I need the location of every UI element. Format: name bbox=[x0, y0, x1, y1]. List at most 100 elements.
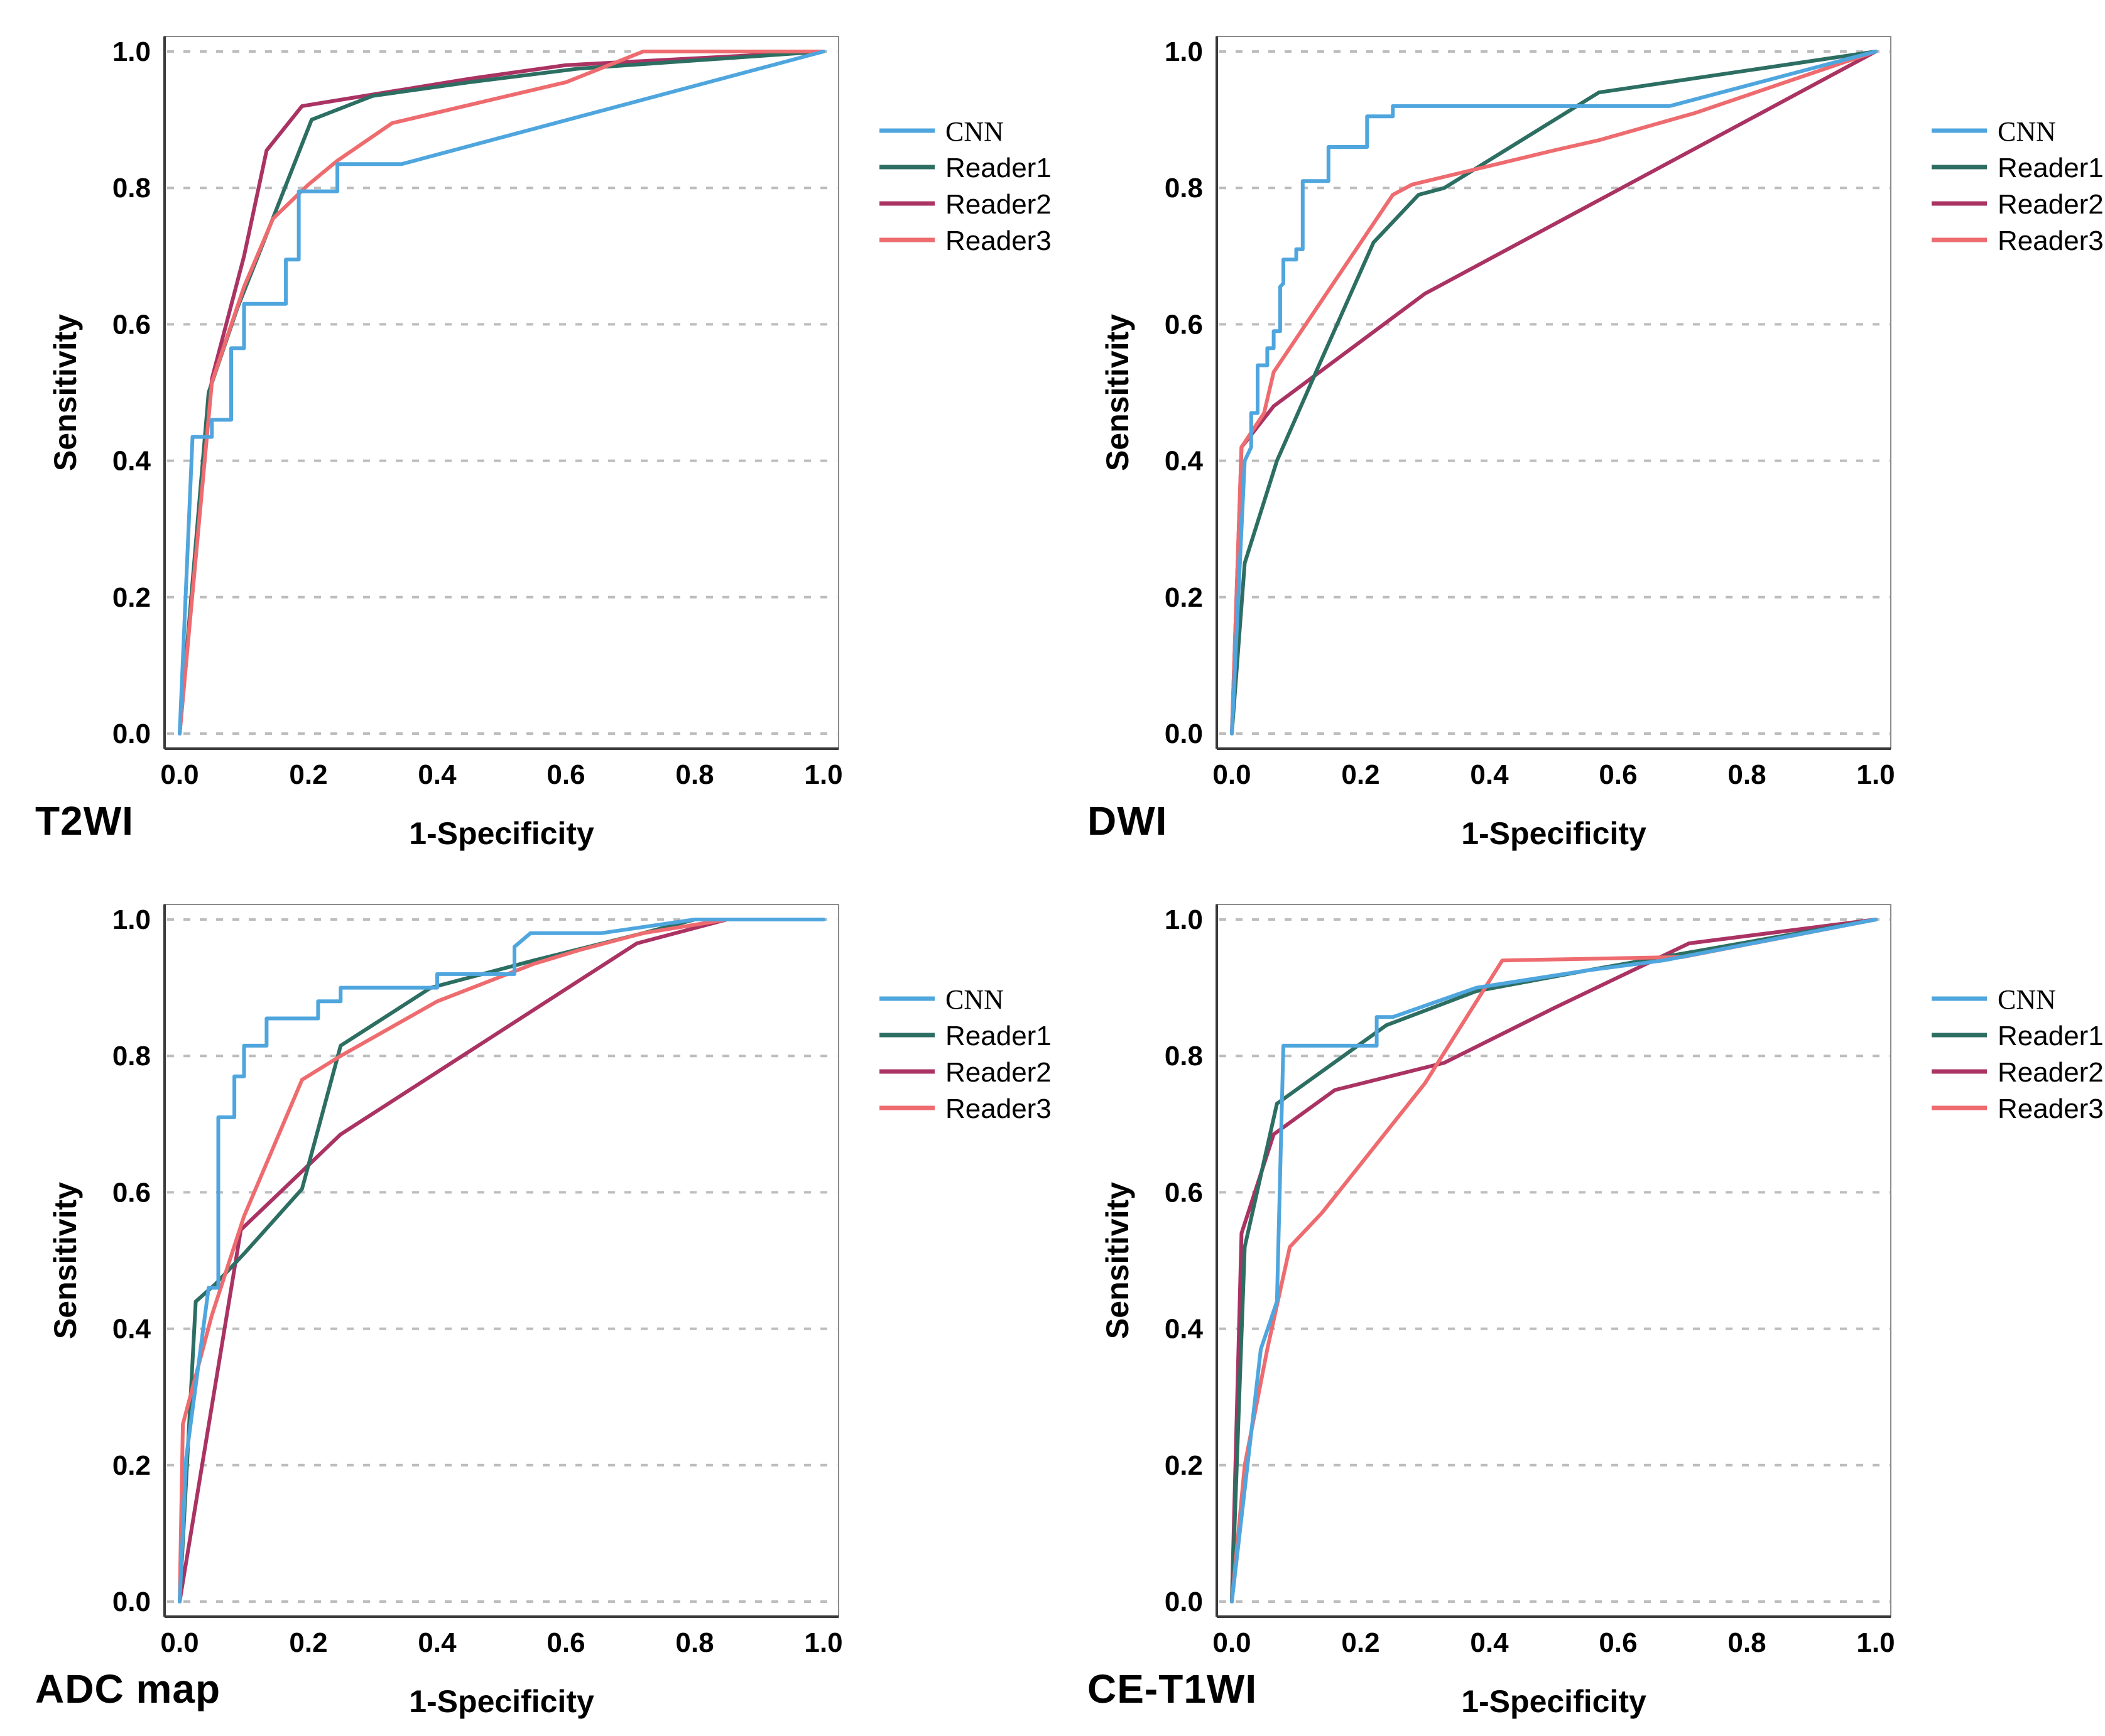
y-tick-label: 0.4 bbox=[112, 446, 151, 477]
panel-label-dwi: DWI bbox=[1087, 798, 1168, 844]
roc-curve-reader3 bbox=[178, 918, 825, 1603]
y-tick-label: 0.4 bbox=[1165, 446, 1204, 477]
y-tick-label: 0.0 bbox=[112, 1587, 151, 1617]
x-axis-title: 1-Specificity bbox=[409, 816, 594, 851]
legend-label-reader1: Reader1 bbox=[945, 153, 1052, 183]
y-axis-title: Sensitivity bbox=[1100, 1181, 1135, 1340]
y-tick-label: 0.6 bbox=[1165, 1177, 1203, 1208]
y-tick-label: 1.0 bbox=[1165, 36, 1203, 67]
roc-chart-ce-t1wi: 0.0 0.0 0.2 0.2 0.4 0.4 0.6 0.6 0.8 0.8 1.0 1.0 CNN R… bbox=[1165, 904, 2104, 1658]
roc-curve-reader3 bbox=[1230, 918, 1878, 1603]
roc-curve-reader1 bbox=[1230, 918, 1878, 1603]
y-tick-label: 0.0 bbox=[1165, 1587, 1203, 1617]
x-tick-label: 1.0 bbox=[1856, 759, 1895, 790]
x-tick-label: 0.2 bbox=[1341, 1627, 1379, 1658]
y-tick-label: 0.2 bbox=[1165, 582, 1203, 613]
legend-label-cnn: CNN bbox=[945, 116, 1004, 147]
x-tick-label: 0.2 bbox=[1341, 759, 1379, 790]
plot-frame bbox=[1216, 36, 1891, 749]
plot-frame bbox=[164, 36, 839, 749]
y-tick-label: 0.2 bbox=[1165, 1450, 1203, 1481]
roc-curve-cnn bbox=[178, 918, 825, 1603]
x-tick-label: 0.2 bbox=[289, 759, 327, 790]
x-tick-label: 0.0 bbox=[1212, 1627, 1251, 1658]
legend-label-reader1: Reader1 bbox=[1998, 1021, 2104, 1051]
legend-label-reader2: Reader2 bbox=[1998, 1057, 2104, 1088]
roc-curve-reader3 bbox=[178, 50, 825, 735]
y-tick-label: 0.0 bbox=[1165, 719, 1203, 749]
panel-ce-t1wi: 0.0 0.0 0.2 0.2 0.4 0.4 0.6 0.6 0.8 0.8 1.0 1.0 CNN R… bbox=[1052, 868, 2104, 1736]
x-tick-label: 0.8 bbox=[675, 759, 714, 790]
roc-chart-dwi: 0.0 0.0 0.2 0.2 0.4 0.4 0.6 0.6 0.8 0.8 1.0 1.0 CNN R… bbox=[1165, 36, 2104, 790]
x-axis-title: 1-Specificity bbox=[1461, 1684, 1646, 1719]
plot-frame bbox=[1216, 904, 1891, 1617]
legend-label-reader3: Reader3 bbox=[945, 1093, 1052, 1124]
y-axis-title: Sensitivity bbox=[48, 1181, 83, 1340]
roc-curve-reader1 bbox=[178, 50, 825, 735]
roc-curve-reader1 bbox=[1230, 50, 1878, 735]
plot-frame bbox=[164, 904, 839, 1617]
roc-chart-t2wi: 0.0 0.0 0.2 0.2 0.4 0.4 0.6 0.6 0.8 0.8 1.0 1.0 CNN R… bbox=[112, 36, 1052, 790]
panel-adc-map: 0.0 0.0 0.2 0.2 0.4 0.4 0.6 0.6 0.8 0.8 1.0 1.0 CNN R… bbox=[0, 868, 1052, 1736]
legend-label-reader2: Reader2 bbox=[945, 189, 1052, 220]
x-tick-label: 0.6 bbox=[547, 1627, 585, 1658]
x-tick-label: 0.4 bbox=[418, 1627, 457, 1658]
legend-label-reader3: Reader3 bbox=[1998, 1093, 2104, 1124]
panel-label-t2wi: T2WI bbox=[35, 798, 134, 844]
y-tick-label: 0.8 bbox=[1165, 173, 1203, 203]
legend-label-cnn: CNN bbox=[945, 984, 1004, 1015]
x-tick-label: 0.6 bbox=[1599, 1627, 1637, 1658]
legend-label-cnn: CNN bbox=[1998, 116, 2056, 147]
y-axis-title: Sensitivity bbox=[48, 313, 83, 472]
x-tick-label: 0.4 bbox=[418, 759, 457, 790]
roc-curve-reader2 bbox=[1230, 918, 1878, 1603]
y-tick-label: 0.8 bbox=[112, 1041, 151, 1071]
legend-label-reader2: Reader2 bbox=[1998, 189, 2104, 220]
roc-curve-reader2 bbox=[178, 50, 825, 735]
x-tick-label: 0.2 bbox=[289, 1627, 327, 1658]
x-tick-label: 0.8 bbox=[675, 1627, 714, 1658]
x-tick-label: 0.6 bbox=[1599, 759, 1637, 790]
y-tick-label: 0.2 bbox=[112, 1450, 151, 1481]
y-tick-label: 0.4 bbox=[1165, 1314, 1204, 1345]
x-tick-label: 1.0 bbox=[804, 759, 842, 790]
y-tick-label: 1.0 bbox=[112, 904, 151, 935]
y-tick-label: 0.6 bbox=[112, 1177, 151, 1208]
x-tick-label: 1.0 bbox=[1856, 1627, 1895, 1658]
x-axis-title: 1-Specificity bbox=[1461, 816, 1646, 851]
x-tick-label: 0.0 bbox=[160, 759, 199, 790]
x-tick-label: 0.6 bbox=[547, 759, 585, 790]
panel-dwi: 0.0 0.0 0.2 0.2 0.4 0.4 0.6 0.6 0.8 0.8 1.0 1.0 CNN R… bbox=[1052, 0, 2104, 868]
panel-label-adc-map: ADC map bbox=[35, 1666, 221, 1712]
roc-curve-reader1 bbox=[178, 918, 825, 1603]
x-tick-label: 0.8 bbox=[1727, 1627, 1766, 1658]
y-tick-label: 0.4 bbox=[112, 1314, 151, 1345]
roc-curve-reader2 bbox=[178, 918, 825, 1603]
legend-label-reader1: Reader1 bbox=[945, 1021, 1052, 1051]
x-tick-label: 0.4 bbox=[1470, 1627, 1509, 1658]
roc-chart-adc-map: 0.0 0.0 0.2 0.2 0.4 0.4 0.6 0.6 0.8 0.8 1.0 1.0 CNN R… bbox=[112, 904, 1052, 1658]
y-tick-label: 0.2 bbox=[112, 582, 151, 613]
x-tick-label: 0.8 bbox=[1727, 759, 1766, 790]
y-tick-label: 0.0 bbox=[112, 719, 151, 749]
x-tick-label: 0.4 bbox=[1470, 759, 1509, 790]
legend-label-reader2: Reader2 bbox=[945, 1057, 1052, 1088]
x-tick-label: 0.0 bbox=[1212, 759, 1251, 790]
panel-label-ce-t1wi: CE-T1WI bbox=[1087, 1666, 1258, 1712]
y-tick-label: 1.0 bbox=[112, 36, 151, 67]
legend-label-reader3: Reader3 bbox=[945, 225, 1052, 256]
roc-curve-cnn bbox=[178, 50, 825, 735]
y-tick-label: 0.6 bbox=[112, 309, 151, 340]
panel-t2wi: 0.0 0.0 0.2 0.2 0.4 0.4 0.6 0.6 0.8 0.8 1.0 1.0 CNN R… bbox=[0, 0, 1052, 868]
y-tick-label: 0.8 bbox=[112, 173, 151, 203]
y-tick-label: 1.0 bbox=[1165, 904, 1203, 935]
legend-label-reader3: Reader3 bbox=[1998, 225, 2104, 256]
legend-label-cnn: CNN bbox=[1998, 984, 2056, 1015]
x-tick-label: 0.0 bbox=[160, 1627, 199, 1658]
x-axis-title: 1-Specificity bbox=[409, 1684, 594, 1719]
roc-curve-cnn bbox=[1230, 50, 1878, 735]
y-tick-label: 0.8 bbox=[1165, 1041, 1203, 1071]
y-axis-title: Sensitivity bbox=[1100, 313, 1135, 472]
